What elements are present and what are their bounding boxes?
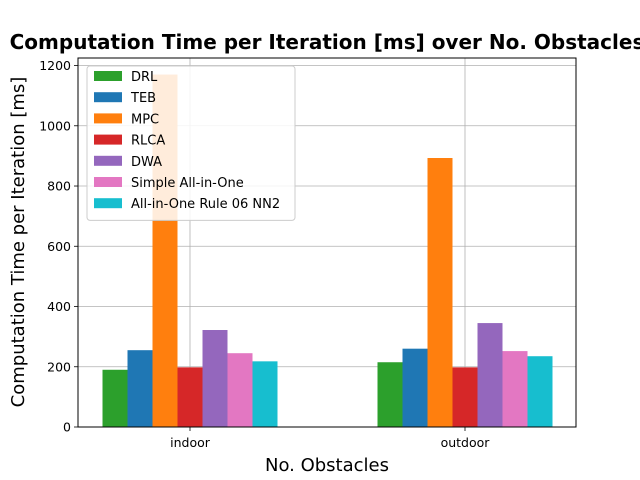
bar — [202, 330, 228, 427]
legend-swatch — [94, 198, 122, 209]
legend-label: All-in-One Rule 06 NN2 — [131, 197, 280, 212]
legend-swatch — [94, 71, 122, 81]
x-axis-label: No. Obstacles — [265, 455, 389, 476]
legend-swatch — [94, 113, 122, 124]
bar — [177, 367, 203, 427]
legend-swatch — [94, 177, 122, 187]
legend-label: DRL — [131, 70, 158, 85]
bar — [127, 350, 153, 427]
x-tick-label: indoor — [170, 435, 211, 450]
legend-swatch — [94, 92, 122, 103]
bar — [252, 361, 278, 427]
legend-label: DWA — [131, 155, 162, 170]
y-tick-label: 600 — [47, 239, 71, 254]
plot-frame — [77, 57, 577, 428]
y-tick-label: 0 — [63, 420, 71, 435]
bars — [102, 74, 553, 427]
legend-label: MPC — [131, 112, 159, 127]
legend-label: RLCA — [131, 134, 165, 149]
y-tick-label: 1200 — [39, 58, 71, 73]
bar — [477, 323, 503, 427]
legend-label: Simple All-in-One — [131, 176, 244, 191]
bar — [402, 348, 428, 427]
bar — [227, 353, 253, 427]
legend: DRL TEB MPC RLCA DWA Simple All-in-One All-in-… — [86, 65, 296, 221]
x-tick-label: outdoor — [441, 435, 491, 450]
bar — [452, 367, 478, 427]
legend-swatch — [94, 134, 122, 145]
legend-swatch — [94, 155, 122, 166]
bar — [527, 356, 553, 427]
y-tick-label: 400 — [47, 299, 71, 314]
bar — [377, 362, 403, 427]
y-axis-label: Computation Time per Iteration [ms] — [8, 77, 29, 408]
y-tick-label: 200 — [47, 359, 71, 374]
legend-label: TEB — [130, 91, 156, 106]
chart-title: Computation Time per Iteration [ms] over… — [10, 30, 640, 54]
legend-box — [86, 65, 296, 221]
ticks: 0 200 400 600 800 1000 1200 indoor outdoor — [39, 58, 490, 450]
y-tick-label: 800 — [47, 179, 71, 194]
y-tick-label: 1000 — [39, 118, 71, 133]
bar — [102, 369, 128, 427]
bar — [502, 351, 528, 427]
bar — [427, 158, 453, 427]
